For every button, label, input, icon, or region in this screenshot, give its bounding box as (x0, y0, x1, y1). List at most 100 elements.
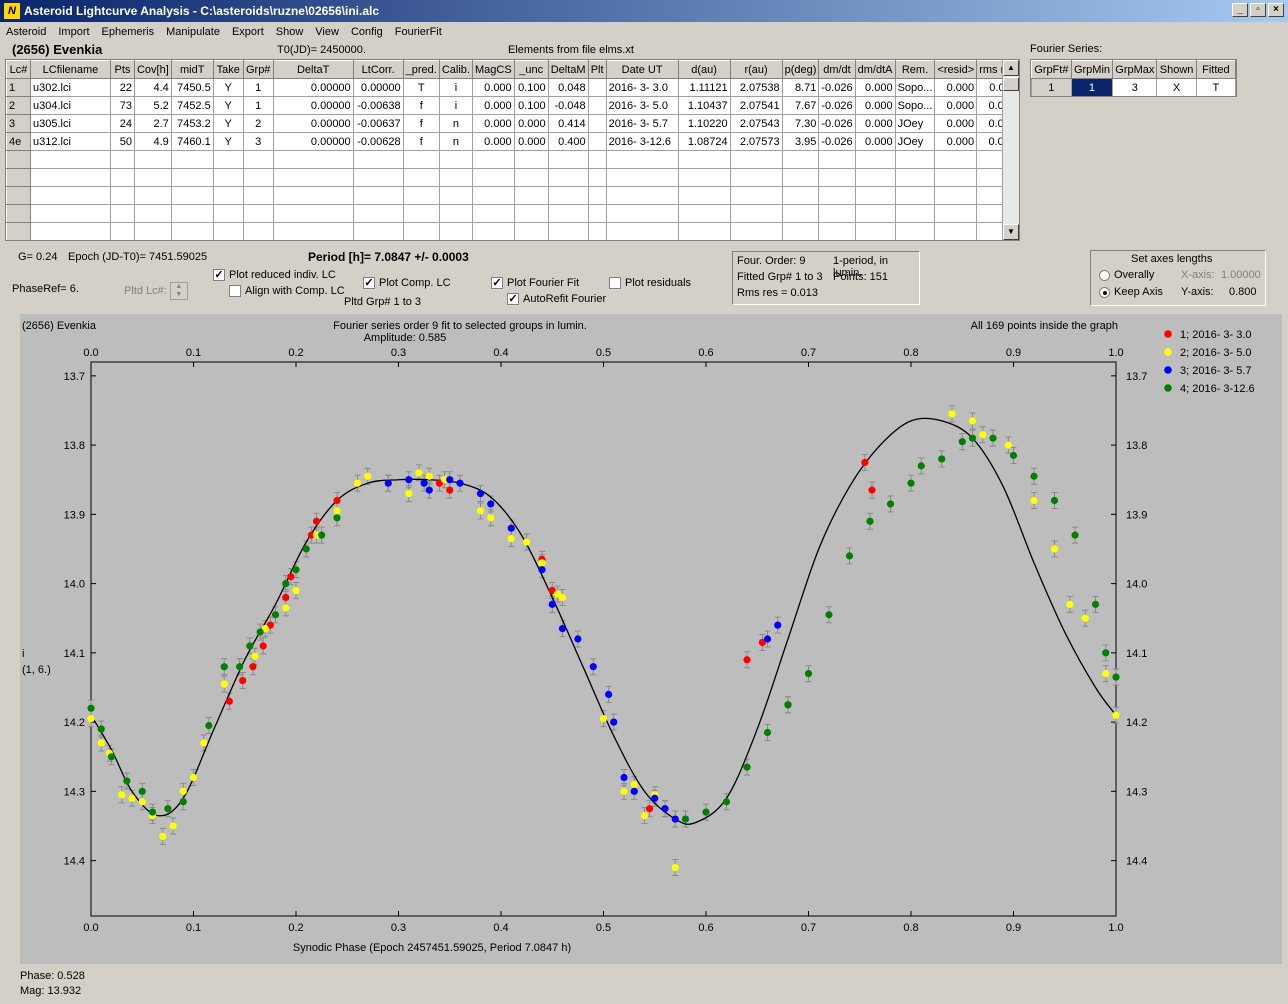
table-cell[interactable] (471, 186, 515, 205)
lc-col-header[interactable]: _pred. (402, 60, 440, 79)
table-cell[interactable] (854, 186, 896, 205)
fs-cell[interactable]: 1 (1031, 78, 1072, 96)
table-cell[interactable] (402, 204, 440, 223)
table-cell[interactable] (212, 168, 244, 187)
menu-asteroid[interactable]: Asteroid (6, 25, 47, 38)
table-cell[interactable]: 4.4 (133, 78, 172, 97)
table-cell[interactable]: Y (212, 132, 244, 151)
table-cell[interactable] (729, 150, 783, 169)
menu-ephemeris[interactable]: Ephemeris (101, 25, 155, 38)
table-cell[interactable] (133, 204, 172, 223)
align-comp-checkbox[interactable]: Align with Comp. LC (229, 285, 345, 298)
y-axis-value[interactable]: 0.800 (1229, 286, 1257, 298)
table-cell[interactable]: 2016- 3-12.6 (605, 132, 679, 151)
table-cell[interactable] (781, 222, 820, 240)
plot-reduced-checkbox[interactable]: ✓ Plot reduced indiv. LC (213, 269, 336, 282)
table-cell[interactable]: 2 (242, 114, 274, 133)
table-cell[interactable]: 0.000 (471, 96, 515, 115)
table-cell[interactable] (272, 150, 354, 169)
table-cell[interactable]: 3 (242, 132, 274, 151)
fs-col-header[interactable]: GrpMin (1070, 60, 1114, 79)
table-cell[interactable] (934, 222, 978, 240)
table-cell[interactable] (548, 241, 588, 242)
table-cell[interactable] (109, 150, 135, 169)
table-cell[interactable] (934, 168, 978, 187)
table-cell[interactable] (170, 204, 214, 223)
table-cell[interactable]: -0.00628 (352, 132, 404, 151)
table-cell[interactable]: -0.026 (818, 96, 856, 115)
keep-axis-radio[interactable]: Keep Axis (1099, 286, 1163, 298)
scroll-thumb[interactable] (1003, 77, 1019, 91)
table-cell[interactable]: Sopo... (894, 78, 936, 97)
table-row-empty[interactable] (6, 204, 1019, 223)
table-cell[interactable] (587, 150, 607, 169)
table-cell[interactable]: 0.000 (471, 132, 515, 151)
table-cell[interactable] (212, 150, 244, 169)
table-cell[interactable]: 2 (6, 96, 31, 115)
table-cell[interactable] (170, 186, 214, 205)
table-cell[interactable]: 1 (242, 96, 274, 115)
table-cell[interactable]: 0.00000 (352, 78, 404, 97)
table-cell[interactable]: T (402, 78, 440, 97)
table-cell[interactable] (242, 186, 274, 205)
table-cell[interactable]: 0.000 (854, 132, 896, 151)
table-cell[interactable]: i (438, 96, 473, 115)
table-cell[interactable]: 0.000 (513, 132, 549, 151)
table-row[interactable]: 4e u312.lci 50 4.9 7460.1 Y 3 0.00000 -0.00628 f n… (6, 132, 1019, 151)
table-cell[interactable]: -0.026 (818, 114, 856, 133)
lc-col-header[interactable]: dm/dt (818, 60, 856, 79)
table-cell[interactable] (854, 222, 896, 240)
table-cell[interactable]: 7460.1 (170, 132, 214, 151)
table-cell[interactable] (818, 168, 856, 187)
table-cell[interactable]: u305.lci (29, 114, 111, 133)
table-cell[interactable] (109, 186, 135, 205)
table-cell[interactable]: -0.00638 (352, 96, 404, 115)
table-cell[interactable] (402, 168, 440, 187)
fs-cell[interactable]: 1 (1070, 78, 1114, 96)
plot-fourier-checkbox[interactable]: ✓ Plot Fourier Fit (491, 277, 580, 290)
maximize-button[interactable]: ▫ (1250, 3, 1266, 17)
table-cell[interactable]: u312.lci (29, 132, 111, 151)
table-cell[interactable] (605, 204, 679, 223)
table-cell[interactable] (273, 241, 353, 242)
table-cell[interactable] (133, 168, 172, 187)
table-cell[interactable] (403, 241, 439, 242)
table-cell[interactable] (212, 204, 244, 223)
lc-col-header[interactable]: Calib. (438, 60, 473, 79)
table-cell[interactable] (855, 241, 895, 242)
fs-cell[interactable]: 3 (1112, 78, 1158, 96)
table-cell[interactable]: 3.95 (781, 132, 820, 151)
table-cell[interactable] (438, 168, 473, 187)
table-cell[interactable]: 1.10437 (677, 96, 731, 115)
table-cell[interactable] (677, 150, 731, 169)
table-cell[interactable]: 0.000 (934, 114, 978, 133)
table-cell[interactable] (677, 168, 731, 187)
table-cell[interactable]: -0.026 (818, 132, 856, 151)
table-cell[interactable]: 0.414 (547, 114, 589, 133)
table-cell[interactable]: 0.000 (471, 114, 515, 133)
table-cell[interactable] (977, 241, 1019, 242)
plot-comp-checkbox[interactable]: ✓ Plot Comp. LC (363, 277, 451, 290)
table-cell[interactable]: u302.lci (29, 78, 111, 97)
table-cell[interactable] (438, 204, 473, 223)
table-cell[interactable]: Sopo... (894, 96, 936, 115)
table-cell[interactable]: 22 (109, 78, 135, 97)
table-cell[interactable]: 2016- 3- 5.7 (605, 114, 679, 133)
table-cell[interactable]: 2.07538 (729, 78, 783, 97)
menu-export[interactable]: Export (231, 25, 264, 38)
table-cell[interactable] (605, 222, 679, 240)
table-cell[interactable]: -0.00637 (352, 114, 404, 133)
table-cell[interactable] (6, 186, 31, 205)
table-cell[interactable]: 7.30 (781, 114, 820, 133)
table-cell[interactable] (170, 168, 214, 187)
table-cell[interactable] (513, 222, 549, 240)
autorefit-checkbox[interactable]: ✓ AutoRefit Fourier (507, 293, 607, 306)
table-cell[interactable]: 1.11121 (677, 78, 731, 97)
table-cell[interactable] (352, 168, 404, 187)
table-cell[interactable]: 1 (242, 78, 274, 97)
table-cell[interactable] (29, 222, 111, 240)
table-cell[interactable] (781, 150, 820, 169)
table-cell[interactable] (678, 241, 730, 242)
lc-col-header[interactable]: LCfilename (29, 60, 111, 79)
table-cell[interactable] (242, 168, 274, 187)
